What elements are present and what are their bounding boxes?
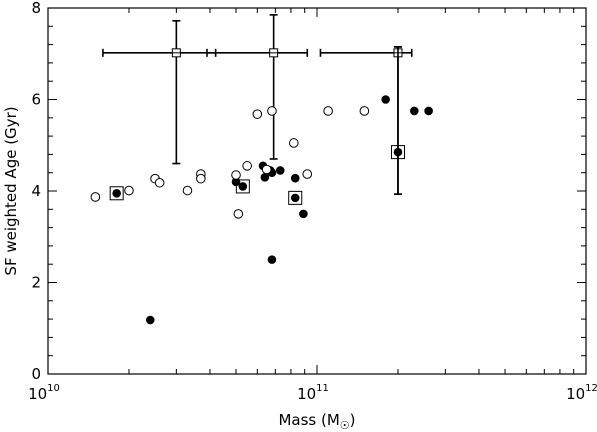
y-tick-label: 2 bbox=[31, 274, 41, 292]
filled-point bbox=[290, 193, 300, 203]
open-point bbox=[242, 161, 252, 171]
filled-point bbox=[299, 209, 308, 219]
axes bbox=[47, 7, 587, 375]
open-point bbox=[90, 192, 101, 202]
open-point bbox=[302, 169, 313, 179]
open-point bbox=[261, 164, 272, 175]
filled-point bbox=[145, 315, 155, 325]
filled-point bbox=[393, 147, 403, 157]
highlight-square bbox=[235, 179, 250, 194]
error-bar bbox=[206, 14, 309, 160]
filled-point bbox=[238, 182, 248, 191]
error-bar bbox=[102, 20, 217, 165]
y-tick-label: 4 bbox=[31, 182, 41, 200]
x-tick-label: 1012 bbox=[566, 383, 597, 403]
open-point bbox=[182, 185, 193, 196]
y-tick-label: 6 bbox=[31, 91, 41, 109]
open-point bbox=[154, 177, 165, 188]
y-axis-label: SF weighted Age (Gyr) bbox=[2, 106, 20, 275]
open-point bbox=[323, 106, 333, 116]
open-point bbox=[233, 209, 244, 219]
open-point bbox=[252, 109, 263, 119]
filled-point bbox=[275, 166, 285, 175]
highlight-square bbox=[109, 186, 124, 201]
error-bars bbox=[102, 14, 413, 196]
highlight-square bbox=[390, 145, 405, 160]
filled-point bbox=[290, 173, 300, 183]
highlight-square bbox=[288, 190, 303, 205]
y-tick-label: 8 bbox=[31, 0, 41, 17]
filled-point bbox=[410, 106, 419, 116]
x-tick-label: 1011 bbox=[297, 383, 329, 403]
open-point bbox=[267, 106, 277, 116]
x-axis-label: Mass (M☉) bbox=[278, 411, 355, 432]
filled-point bbox=[260, 172, 270, 182]
data-points bbox=[90, 95, 433, 325]
filled-point bbox=[381, 95, 390, 104]
y-tick-label: 0 bbox=[31, 365, 41, 383]
filled-point bbox=[112, 188, 121, 198]
open-point bbox=[231, 170, 241, 180]
open-point bbox=[196, 173, 206, 184]
error-bar bbox=[393, 46, 402, 196]
filled-point bbox=[424, 106, 433, 116]
filled-point bbox=[267, 255, 277, 264]
open-point bbox=[359, 106, 370, 116]
open-point bbox=[289, 138, 299, 148]
x-tick-label: 1010 bbox=[28, 383, 60, 403]
open-point bbox=[124, 185, 134, 196]
